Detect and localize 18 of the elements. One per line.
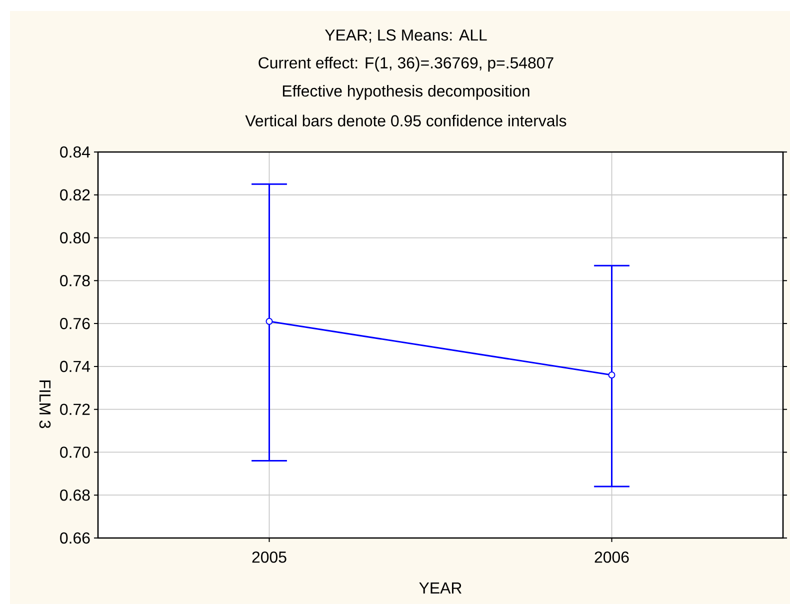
chart-title: YEAR; LS Means: ALL <box>324 29 487 43</box>
y-tick-label: 0.78 <box>60 275 90 286</box>
text: Effective hypothesis decomposition <box>282 84 530 100</box>
x-tick-label: 2005 <box>252 552 286 563</box>
text: Vertical bars denote 0.95 confidence intervals <box>245 114 566 126</box>
y-tick-label: 0.74 <box>60 360 90 372</box>
x-axis-title: YEAR <box>419 582 462 594</box>
y-tick-label: 0.82 <box>60 189 90 201</box>
x-tick-label: 2006 <box>594 552 629 563</box>
y-tick-label: 0.70 <box>60 446 90 458</box>
y-tick-label: 0.76 <box>60 318 90 330</box>
y-tick-label: 0.72 <box>60 404 90 415</box>
y-tick-label: 0.84 <box>60 146 90 158</box>
y-tick-label: 0.66 <box>60 532 90 544</box>
y-axis-title: FILM 3 <box>39 380 51 428</box>
y-tick-label: 0.80 <box>60 232 90 244</box>
chart-subtitle: Current effect: F(1, 36)=.36769, p=.54807 <box>258 56 554 72</box>
y-tick-label: 0.68 <box>60 489 90 501</box>
